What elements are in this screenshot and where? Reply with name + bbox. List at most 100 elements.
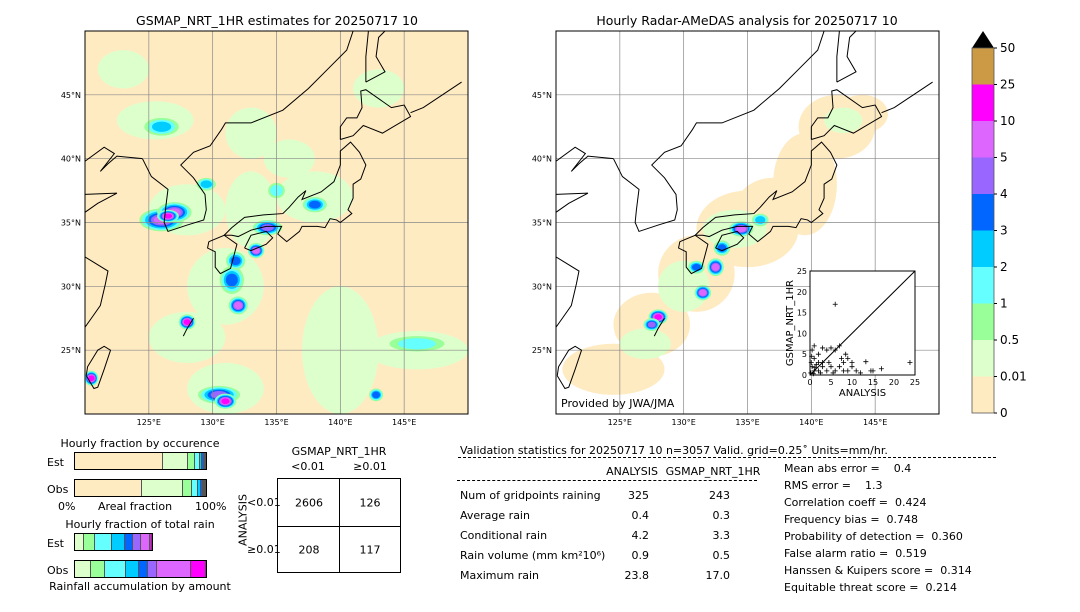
bar-segment [141,534,150,550]
colorbar-label: 3 [1000,224,1008,238]
rain-area [152,121,172,132]
rain-area [699,289,707,296]
scatter-point [815,351,821,357]
rain-area [691,263,701,271]
bar-segment [142,480,184,496]
score-line: Frequency bias = 0.748 [784,513,919,526]
scatter-point [839,355,844,361]
right-map: 125°E 130°E 135°E 140°E 145°E 45°N 40°N 35°N 30°… [532,30,940,427]
occurrence-obs-bar [74,479,207,497]
contingency-col-lt: <0.01 [291,460,325,473]
coastline [556,345,583,390]
rain-area [736,225,746,232]
rain-area [200,180,213,189]
colorbar-swatch [972,340,994,377]
lat-tick-label: 25°N [532,346,552,355]
colorbar-label: 50 [1000,41,1015,55]
scatter-point [828,364,834,370]
scatter-point [813,362,819,368]
coastline [677,234,709,275]
contingency-row-lt: <0.01 [247,496,281,509]
rain-area [163,213,173,219]
rain-area [225,273,238,287]
scatter-point [845,355,851,361]
scatter-point [907,360,913,366]
totalrain-est-bar [74,533,153,551]
scatter-point [857,370,863,376]
contingency-row-ge: ≥0.01 [247,543,281,556]
rain-area [619,328,671,360]
scatter-point [849,364,855,370]
colorbar-swatch [972,303,994,340]
contingency-table: 2606 126 208 117 [277,478,401,573]
scatter-point [841,360,847,366]
bar-segment [75,480,143,496]
scatter-point [853,368,859,374]
bar-segment [202,480,204,496]
stat-analysis-value: 4.2 [631,529,650,542]
bar-segment [188,453,196,469]
bar-segment [203,453,205,469]
scatter-x-tick: 5 [828,378,833,387]
scatter-point [830,370,836,376]
scatter-point [809,347,815,353]
scatter-point [811,368,817,374]
scatter-point [808,360,814,366]
rain-area [647,321,656,328]
scatter-ylabel: GSMAP_NRT_1HR [785,280,796,366]
lon-tick-label: 130°E [672,418,696,427]
bar-segment [191,561,206,577]
totalrain-obs-bar [74,560,207,578]
stat-label: Average rain [460,509,530,522]
stat-label: Maximum rain [460,569,539,582]
scatter-point [836,364,842,370]
lon-tick-label: 140°E [328,418,352,427]
contingency-col-ge: ≥0.01 [353,460,387,473]
scatter-y-tick: 15 [797,309,807,318]
one-to-one-line [809,270,916,376]
bar-segment [148,561,158,577]
scatter-point [832,347,838,353]
stat-gsmap-value: 0.3 [712,509,731,522]
scatter-point [808,370,814,376]
lon-tick-label: 125°E [137,418,161,427]
rain-area [308,200,321,209]
coastline [881,81,933,114]
coastline [365,31,386,83]
occurrence-tick-100: 100% [195,500,227,513]
scatter-point [845,368,851,374]
lon-tick-label: 145°E [392,418,416,427]
bar-segment [200,480,203,496]
coastline [556,192,589,213]
stat-gsmap-value: 3.3 [712,529,731,542]
scatter-point [809,353,815,359]
bar-segment [163,453,189,469]
rain-area [261,224,274,232]
coastline [182,317,194,337]
colorbar-swatch [972,194,994,231]
colorbar-swatch [972,267,994,304]
bar-segment [195,453,201,469]
scatter-point [870,368,876,374]
rain-area [397,338,436,350]
score-line: Hanssen & Kuipers score = 0.314 [784,564,972,577]
scatter-point [843,351,849,357]
scatter-point [820,360,826,366]
scatter-x-tick: 20 [889,378,899,387]
stat-analysis-value: 23.8 [624,569,650,582]
coastline [206,234,238,275]
coastline [556,146,614,172]
stats-title: Validation statistics for 20250717 10 n=… [460,444,888,457]
scatter-y-tick: 20 [797,288,807,297]
coastline [410,81,462,114]
score-line: Mean abs error = 0.4 [784,462,912,475]
scatter-point [811,343,817,349]
colorbar-label: 25 [1000,78,1015,92]
stat-label: Num of gridpoints raining [460,489,601,502]
rain-area [88,375,95,382]
lon-tick-label: 145°E [863,418,887,427]
lon-tick-label: 135°E [735,418,759,427]
coastline [244,230,274,252]
lat-tick-label: 25°N [61,346,81,355]
rain-area [225,107,277,159]
